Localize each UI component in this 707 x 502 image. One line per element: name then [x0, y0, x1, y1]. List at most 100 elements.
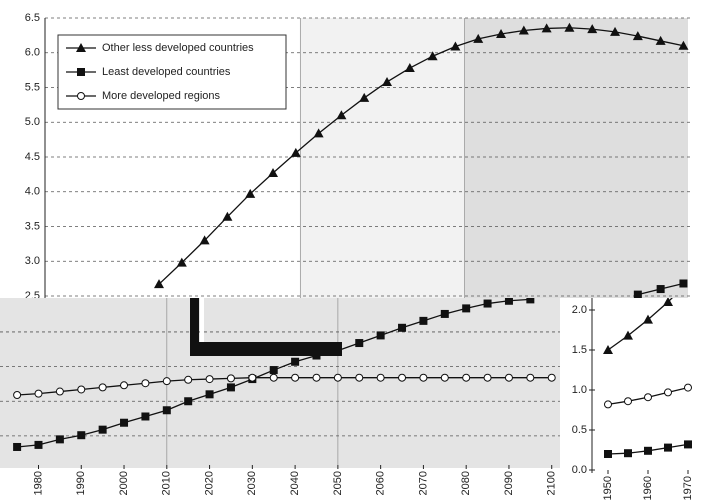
x-tick-label: 1990 — [75, 471, 87, 495]
shaded-band — [300, 18, 465, 298]
marker — [184, 375, 193, 384]
legend-label: Least developed countries — [102, 66, 231, 78]
y-tick-label: 4.5 — [25, 151, 40, 163]
marker — [269, 373, 278, 382]
x-tick-label: 2080 — [460, 471, 472, 495]
marker — [77, 431, 86, 440]
marker — [518, 25, 529, 35]
y-tick-label: 6.0 — [25, 47, 40, 59]
marker — [205, 390, 214, 399]
series-group — [13, 298, 556, 451]
marker — [684, 383, 692, 392]
marker — [526, 298, 535, 304]
marker — [336, 110, 347, 120]
marker — [222, 211, 233, 221]
marker — [526, 373, 535, 382]
marker — [496, 28, 507, 38]
marker — [376, 373, 385, 382]
x-tick-label: 1970 — [682, 476, 694, 500]
y-tick-label: 4.0 — [25, 186, 40, 198]
marker — [462, 304, 471, 313]
marker — [632, 31, 643, 41]
marker — [248, 373, 257, 382]
marker — [55, 435, 64, 444]
marker — [205, 375, 214, 384]
series-group — [154, 22, 689, 298]
marker — [312, 373, 321, 382]
marker — [141, 412, 150, 421]
marker — [603, 345, 613, 354]
marker — [154, 279, 165, 289]
marker — [483, 299, 492, 308]
marker — [483, 373, 492, 382]
marker — [290, 147, 301, 157]
marker — [226, 383, 235, 392]
marker — [199, 235, 210, 245]
marker — [268, 167, 279, 177]
marker — [398, 373, 407, 382]
marker — [541, 23, 552, 33]
marker — [643, 314, 653, 324]
y-tick-label: 5.0 — [25, 116, 40, 128]
marker — [359, 92, 370, 102]
marker — [226, 374, 235, 383]
x-tick-label: 2100 — [546, 471, 558, 495]
legend-box — [57, 34, 287, 110]
marker — [404, 63, 415, 73]
x-tick-label: 2010 — [161, 471, 173, 495]
x-tick-label: 2050 — [332, 471, 344, 495]
marker — [245, 188, 256, 198]
marker — [120, 418, 129, 427]
legend-label: Other less developed countries — [102, 42, 254, 54]
marker — [604, 450, 612, 458]
plot-background — [0, 298, 560, 468]
marker — [655, 35, 666, 45]
marker — [184, 397, 193, 406]
x-tick-label: 2060 — [375, 471, 387, 495]
marker — [678, 40, 689, 50]
marker — [624, 449, 632, 458]
marker — [77, 92, 85, 100]
marker — [13, 442, 22, 451]
y-tick-label: 6.5 — [25, 12, 40, 24]
marker — [162, 377, 171, 386]
marker — [610, 26, 621, 36]
marker — [656, 285, 665, 294]
marker — [77, 385, 86, 394]
artifact — [190, 298, 199, 356]
marker — [504, 373, 513, 382]
marker — [34, 440, 43, 449]
marker — [13, 391, 22, 400]
marker — [34, 389, 43, 398]
marker — [333, 373, 342, 382]
marker — [419, 373, 428, 382]
marker — [398, 323, 407, 332]
y-tick-label: 3.0 — [25, 255, 40, 267]
marker — [440, 373, 449, 382]
marker — [624, 397, 632, 406]
y-tick-label: 1.5 — [572, 344, 587, 356]
x-tick-label: 1960 — [642, 476, 654, 500]
y-tick-label: 1.0 — [572, 384, 587, 396]
marker — [162, 406, 171, 415]
marker — [141, 379, 150, 388]
y-tick-label: 2.0 — [572, 304, 587, 316]
marker — [376, 331, 385, 340]
marker — [504, 298, 513, 305]
marker — [644, 446, 652, 455]
marker — [440, 309, 449, 318]
marker — [587, 24, 598, 34]
marker — [98, 383, 107, 392]
x-tick-label: 1950 — [602, 476, 614, 500]
marker — [291, 357, 300, 366]
marker — [427, 51, 438, 61]
marker — [76, 43, 86, 52]
marker — [623, 330, 633, 340]
y-tick-label: 5.5 — [25, 81, 40, 93]
artifact — [200, 298, 204, 342]
marker — [664, 388, 672, 397]
y-tick-label: 3.5 — [25, 220, 40, 232]
marker — [644, 393, 652, 402]
artifact — [190, 342, 342, 356]
